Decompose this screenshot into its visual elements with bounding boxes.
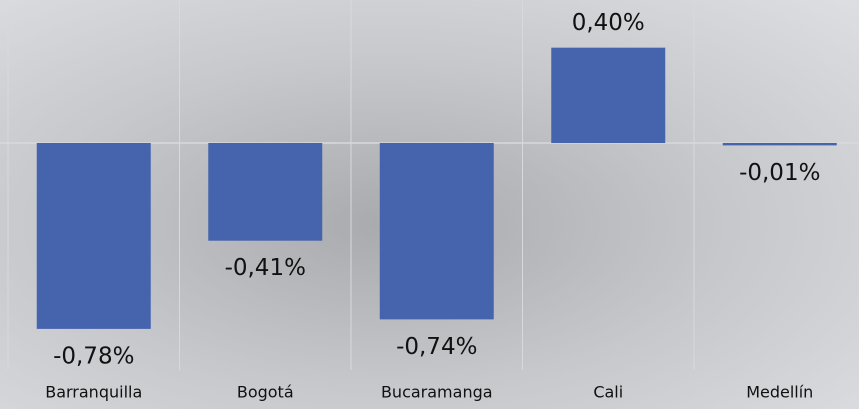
x-tick-label: Medellín bbox=[746, 383, 813, 402]
x-tick-label: Bogotá bbox=[237, 383, 294, 402]
bar bbox=[380, 143, 494, 319]
x-tick-label: Bucaramanga bbox=[381, 383, 493, 402]
data-label: 0,40% bbox=[572, 10, 645, 36]
data-label: -0,41% bbox=[225, 255, 306, 281]
x-tick-label: Barranquilla bbox=[45, 383, 142, 402]
data-label: -0,01% bbox=[739, 160, 820, 186]
bar bbox=[551, 48, 665, 143]
bar bbox=[723, 143, 837, 145]
bar bbox=[37, 143, 151, 329]
bar bbox=[208, 143, 322, 241]
chart: Barranquilla -0,78% Bogotá -0,41% Bucaramang… bbox=[0, 0, 859, 409]
data-label: -0,78% bbox=[53, 343, 134, 369]
x-tick-label: Cali bbox=[593, 383, 623, 402]
data-label: -0,74% bbox=[396, 334, 477, 360]
